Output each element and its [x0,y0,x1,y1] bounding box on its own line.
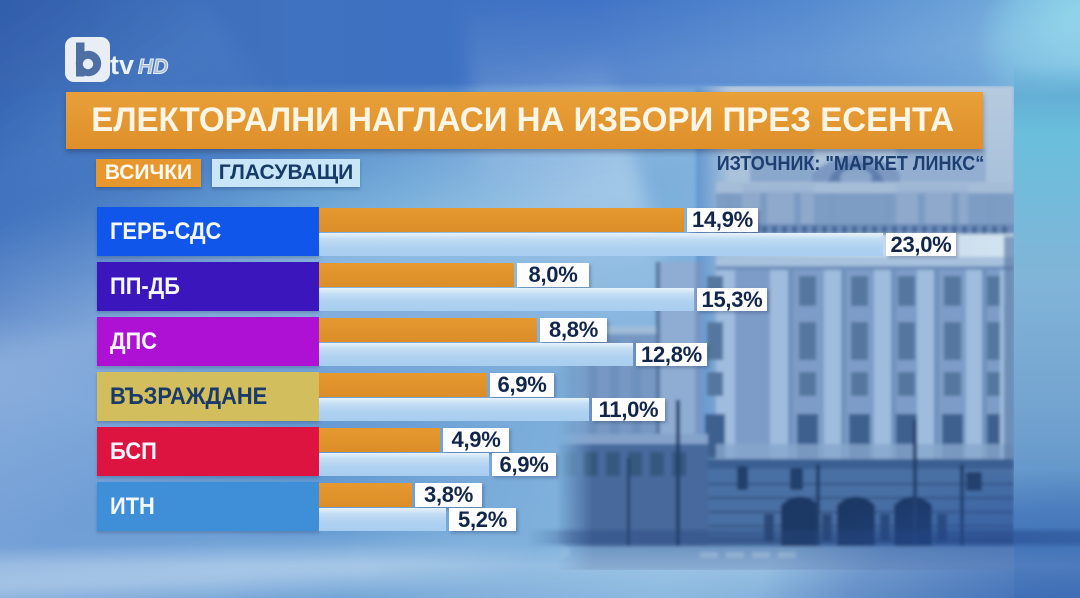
svg-text:tv: tv [110,50,134,80]
svg-text:HD: HD [138,56,168,79]
